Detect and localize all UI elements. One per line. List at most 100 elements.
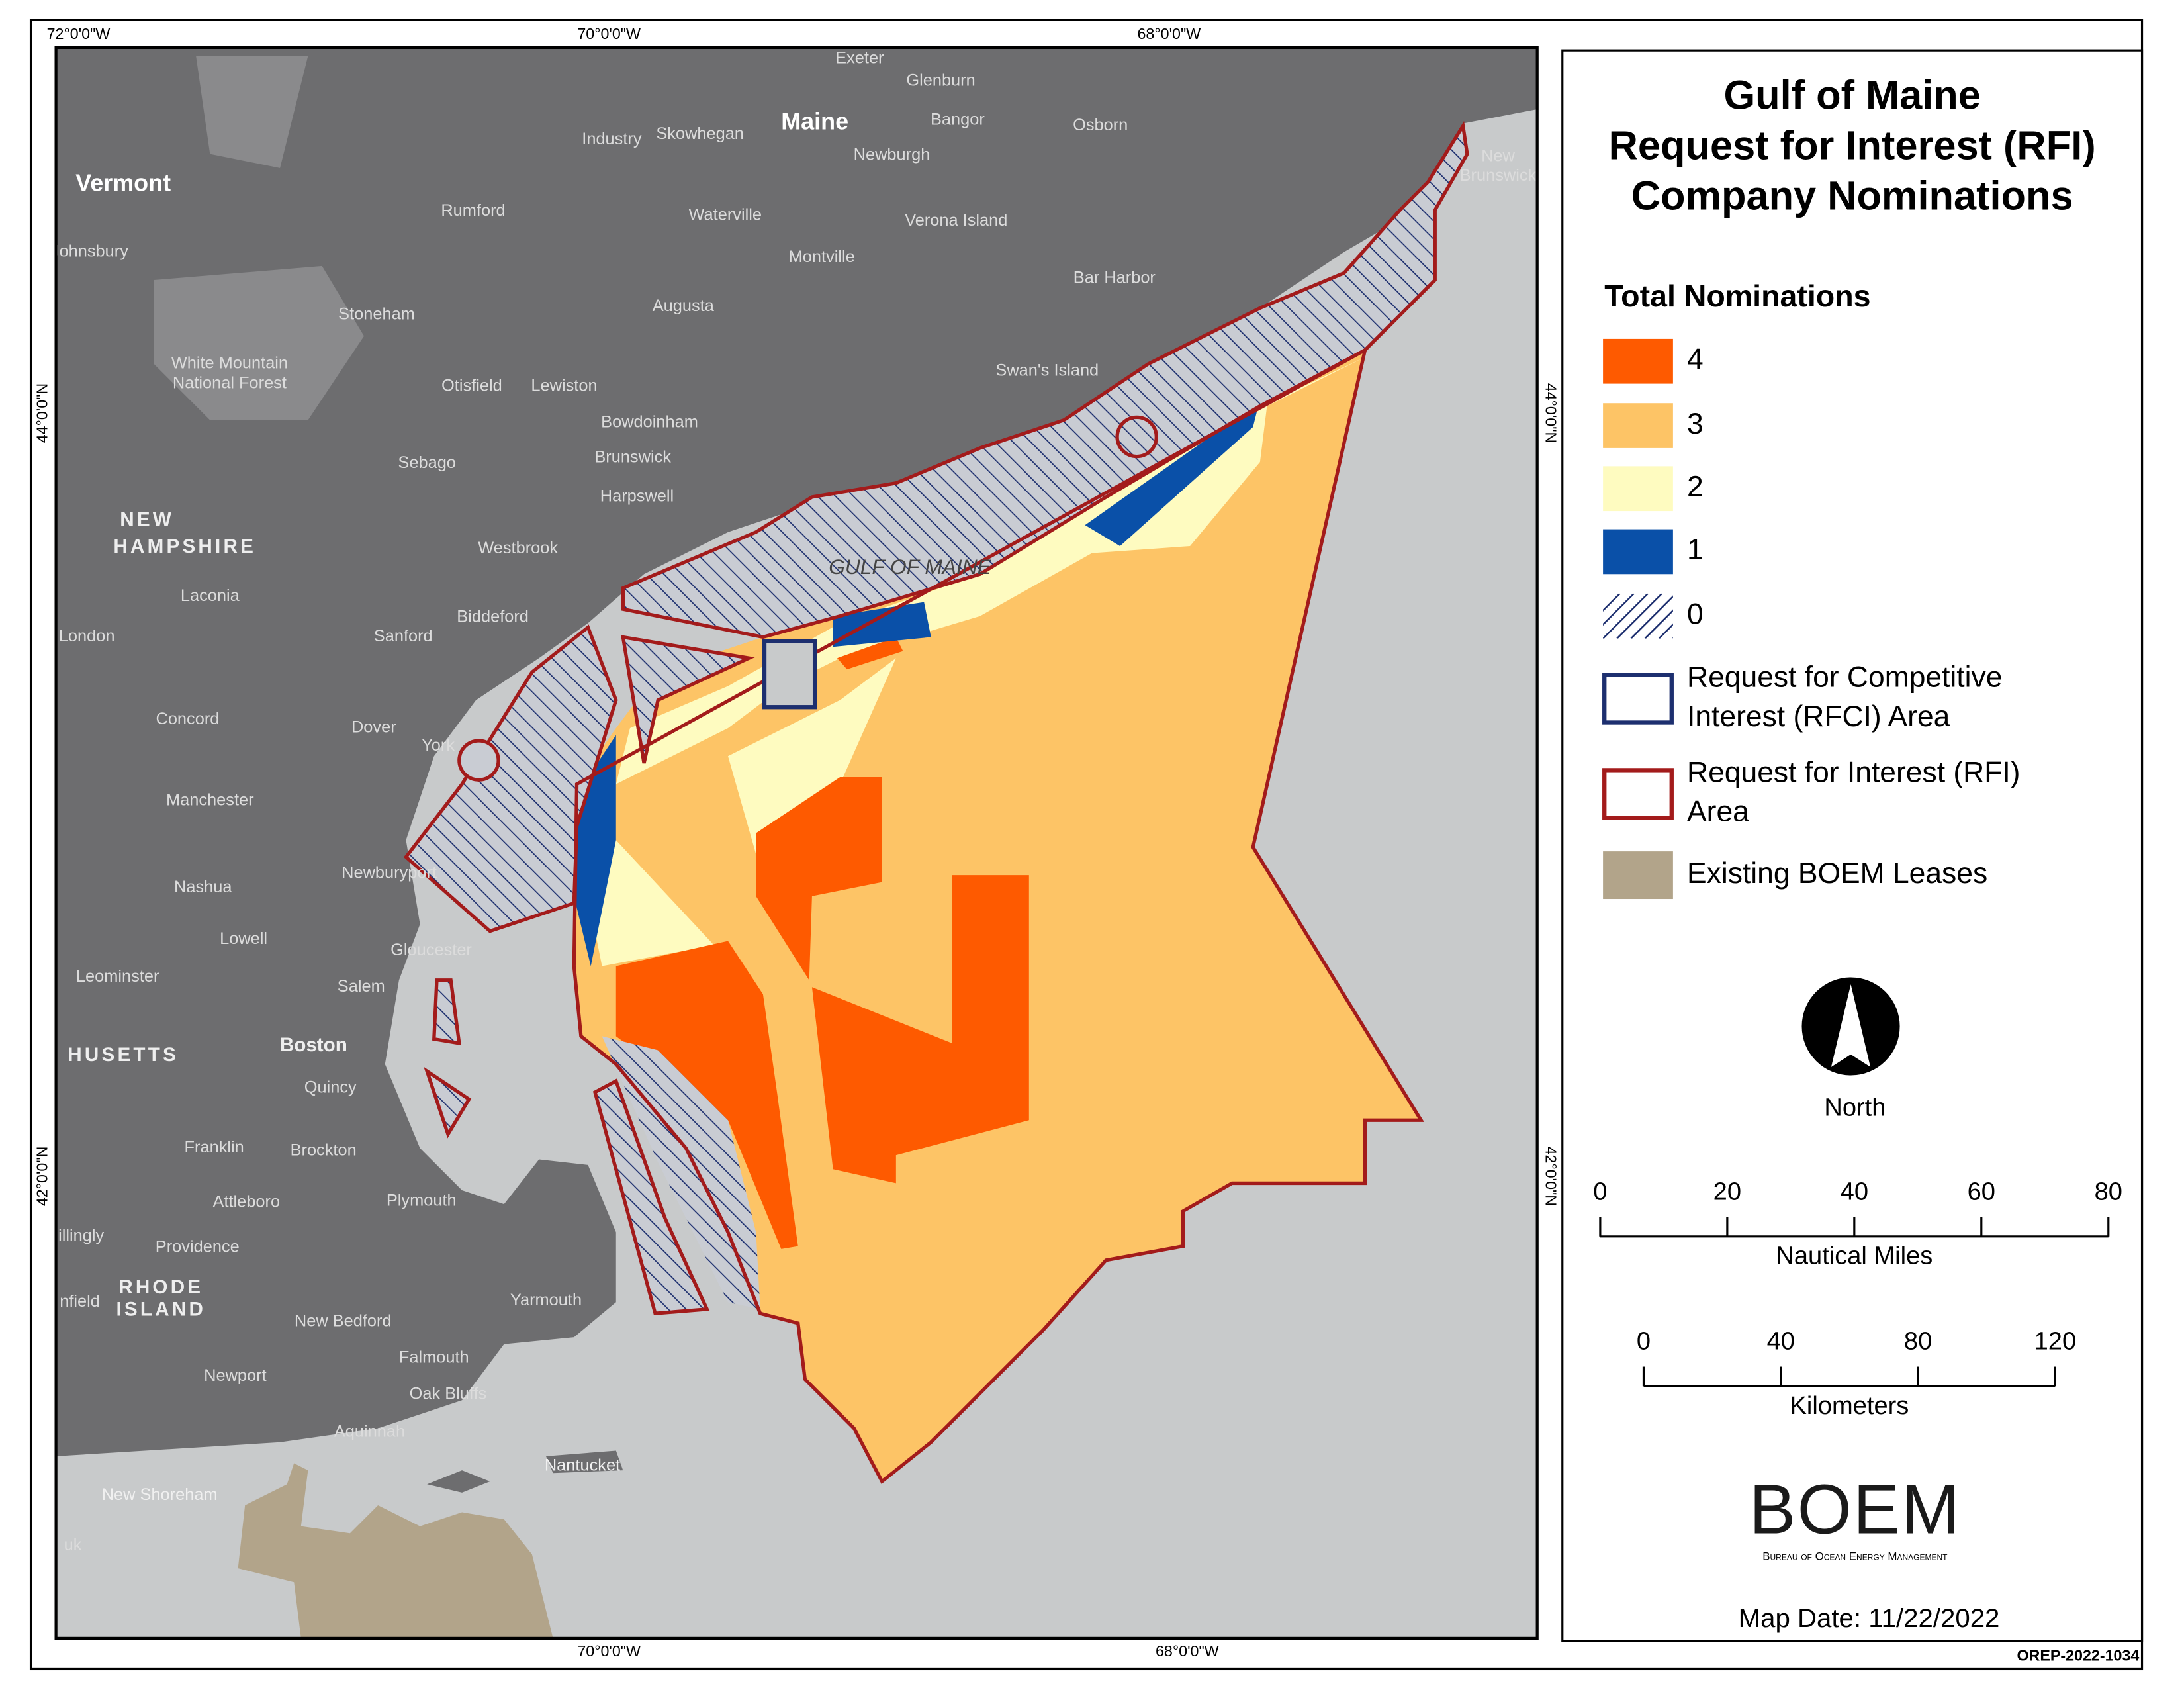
scale-tick-label: 80	[1904, 1328, 1932, 1356]
place-label: illingly	[58, 1227, 104, 1245]
graticule-label: 68°0'0"W	[1138, 25, 1201, 42]
rfi-boundary	[457, 739, 500, 782]
place-label: Glenburn	[906, 71, 975, 89]
land-light	[154, 265, 364, 420]
nominations-2	[588, 840, 714, 966]
north-label: North	[1824, 1094, 1886, 1121]
rfi-boundary	[1115, 415, 1158, 459]
place-label: Osborn	[1073, 116, 1128, 134]
legend-hatch	[1603, 593, 1635, 626]
place-label: Industry	[582, 130, 642, 148]
place-label: Verona Island	[905, 211, 1007, 230]
place-label: Otisfield	[441, 377, 502, 395]
place-label: HUSETTS	[68, 1044, 179, 1066]
legend-label: 0	[1687, 598, 1704, 630]
place-label: Lewiston	[531, 377, 597, 395]
place-label: Montville	[789, 248, 855, 266]
place-label: Brockton	[291, 1141, 357, 1159]
place-label: Oak Bluffs	[410, 1385, 487, 1403]
place-label: Augusta	[653, 297, 715, 315]
place-label: Boston	[280, 1034, 347, 1056]
legend-label: Interest (RFCI) Area	[1687, 700, 1950, 733]
nominations-0	[432, 978, 461, 1046]
graticule-label: 44°0'0"N	[1543, 383, 1560, 444]
place-label: Harpswell	[600, 487, 674, 506]
place-label: Skowhegan	[656, 124, 744, 143]
legend-hatch	[1603, 593, 1621, 612]
place-label: ISLAND	[116, 1299, 206, 1321]
legend-label: 4	[1687, 343, 1704, 375]
place-label: National Forest	[173, 373, 287, 392]
legend-hatch	[1644, 609, 1673, 639]
legend-hatch	[1616, 593, 1662, 639]
nominations-1	[1085, 399, 1260, 546]
scale-tick-label: 120	[2034, 1328, 2077, 1356]
place-label: Aquinnah	[334, 1423, 405, 1441]
legend-hatch	[1630, 595, 1673, 639]
map-date: Map Date: 11/22/2022	[1739, 1603, 2000, 1633]
legend-label: Existing BOEM Leases	[1687, 857, 1987, 890]
place-label: New Shoreham	[102, 1485, 218, 1504]
place-label: Bowdoinham	[601, 413, 698, 432]
legend-panel	[1561, 49, 2144, 1642]
place-label: Newburgh	[854, 146, 931, 164]
place-label: Waterville	[689, 205, 762, 224]
graticule-label: 42°0'0"N	[1543, 1147, 1560, 1207]
graticule-label: 72°0'0"W	[47, 25, 111, 42]
map: Exeter Glenburn Industry Skowhegan Maine Bang…	[51, 47, 1537, 1638]
place-label: Quincy	[304, 1078, 357, 1096]
legend-swatch	[1602, 768, 1674, 820]
place-label: Newburyport	[341, 864, 437, 882]
place-label: Laconia	[181, 586, 240, 605]
place-label: London	[59, 627, 115, 645]
scale-tick-label: 0	[1637, 1328, 1651, 1356]
place-label: Nashua	[174, 878, 232, 896]
place-label: New Bedford	[295, 1312, 392, 1331]
legend-swatch	[1603, 403, 1673, 448]
place-label: uk	[64, 1536, 82, 1554]
scale-tick-label: 40	[1841, 1178, 1868, 1205]
legend-label: 3	[1687, 408, 1704, 440]
place-label: Maine	[781, 108, 848, 135]
place-label: NEW	[120, 509, 174, 531]
place-label: Falmouth	[399, 1348, 469, 1367]
land	[56, 47, 1537, 1456]
scale-tick-label: 0	[1593, 1178, 1607, 1205]
place-label: Vermont	[75, 169, 171, 197]
document-id: OREP-2022-1034	[2017, 1647, 2139, 1664]
scale-tick-label: 20	[1713, 1178, 1741, 1205]
legend-label: 1	[1687, 534, 1704, 566]
legend-swatch	[1602, 673, 1674, 725]
place-label: Bar Harbor	[1073, 269, 1156, 287]
place-label: Dover	[351, 718, 396, 737]
islands	[546, 1450, 623, 1474]
nominations-4	[615, 941, 798, 1249]
place-label: nfield	[60, 1292, 100, 1311]
place-label: Gloucester	[390, 941, 472, 959]
place-label: Johnsbury	[51, 242, 128, 260]
scale-unit: Nautical Miles	[1776, 1243, 1933, 1270]
place-label: Concord	[156, 710, 219, 728]
land-light	[196, 56, 308, 168]
legend-swatch	[1603, 529, 1673, 575]
legend-swatch	[1603, 851, 1673, 900]
graticule-label: 70°0'0"W	[577, 25, 641, 42]
place-label: Sanford	[374, 627, 433, 645]
legend-title: Company Nominations	[1631, 173, 2073, 218]
place-label: Stoneham	[338, 305, 415, 324]
nominations-0	[602, 1036, 760, 1309]
boem-leases	[238, 1463, 553, 1638]
scale-tick-label: 40	[1767, 1328, 1795, 1356]
legend-title: Request for Interest (RFI)	[1609, 122, 2096, 167]
place-label: Lowell	[220, 929, 267, 948]
scale-unit: Kilometers	[1790, 1392, 1909, 1420]
place-label: Brunswick	[594, 447, 671, 466]
place-label: Nantucket	[545, 1456, 620, 1474]
legend-swatch	[1603, 338, 1673, 384]
place-label: White Mountain	[171, 354, 288, 373]
graticule-label: 70°0'0"W	[577, 1642, 641, 1660]
north-arrow	[1831, 984, 1871, 1067]
legend-hatch	[1603, 593, 1649, 639]
nominations-2	[728, 658, 896, 855]
